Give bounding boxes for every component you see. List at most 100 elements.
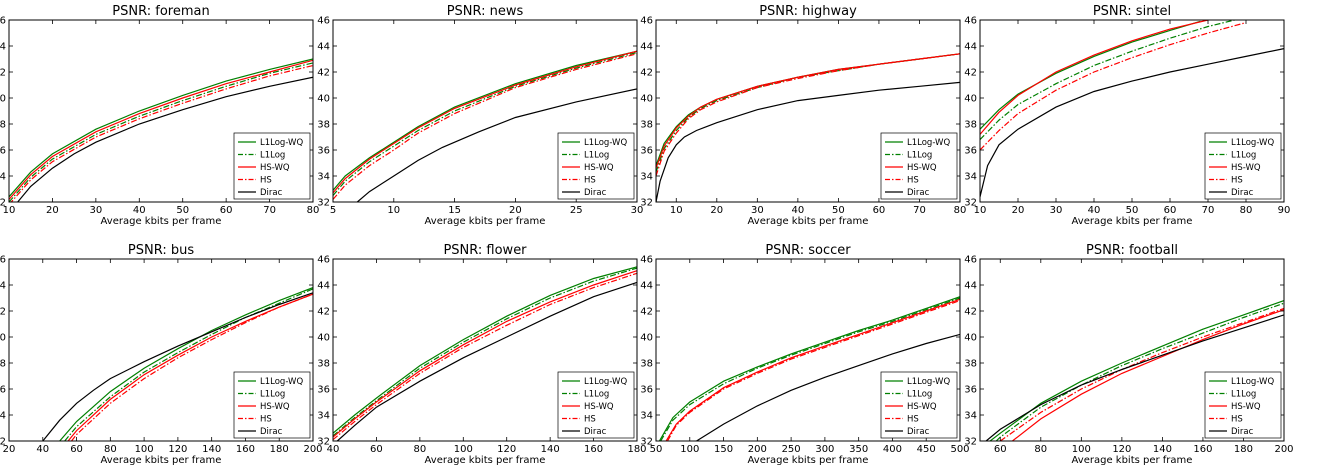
legend-label: L1Log-WQ: [1231, 377, 1274, 387]
x-tick-label: 20: [3, 444, 16, 455]
chart-panel: PSNR: foreman 10 20 30 40 50 60 70 80 32 34 36 38 40 4…: [0, 4, 319, 227]
y-tick-label: 40: [640, 333, 653, 344]
legend-label: L1Log: [1231, 390, 1256, 400]
legend: L1Log-WQ L1Log HS-WQ HS Dirac: [880, 371, 958, 439]
y-tick-label: 40: [964, 94, 977, 105]
series-line-dirac: [980, 48, 1284, 197]
x-tick-label: 200: [303, 444, 322, 455]
legend: L1Log-WQ L1Log HS-WQ HS Dirac: [233, 132, 311, 200]
y-tick-label: 32: [317, 437, 330, 448]
legend-label: Dirac: [584, 188, 607, 198]
y-tick-label: 40: [0, 333, 6, 344]
x-tick-label: 50: [176, 205, 189, 216]
y-tick-label: 34: [964, 411, 977, 422]
legend-label: HS-WQ: [907, 402, 937, 412]
legend-label: HS: [260, 415, 272, 425]
chart-title: PSNR: bus: [128, 243, 194, 258]
series-line-l1log-wq: [333, 266, 637, 434]
y-tick-label: 36: [640, 385, 653, 396]
y-tick-label: 40: [964, 333, 977, 344]
plot-frame: [8, 258, 314, 442]
chart-title: PSNR: football: [1086, 243, 1178, 258]
y-tick-label: 38: [317, 120, 330, 131]
x-axis-label: Average kbits per frame: [1072, 455, 1193, 466]
x-tick-label: 80: [413, 444, 426, 455]
x-tick-label: 60: [220, 205, 233, 216]
series-line-l1log: [9, 62, 313, 202]
x-axis-label: Average kbits per frame: [425, 216, 546, 227]
x-axis-label: Average kbits per frame: [1072, 216, 1193, 227]
x-axis-label: Average kbits per frame: [101, 455, 222, 466]
series-group: [9, 58, 313, 202]
x-tick-label: 80: [1034, 444, 1047, 455]
x-tick-label: 10: [670, 205, 683, 216]
x-tick-label: 40: [36, 444, 49, 455]
y-tick-label: 44: [317, 42, 330, 53]
y-tick-label: 44: [640, 281, 653, 292]
legend-label: L1Log: [260, 390, 285, 400]
x-tick-label: 350: [849, 444, 868, 455]
y-tick-label: 36: [317, 385, 330, 396]
legend-box: [1204, 132, 1282, 200]
x-tick-label: 120: [1112, 444, 1131, 455]
x-tick-label: 60: [1164, 205, 1177, 216]
chart-panel: PSNR: soccer 50 100 150 200 250 300 350 400 450 50…: [640, 243, 969, 466]
series-line-l1log-wq: [989, 300, 1284, 441]
legend-label: HS: [584, 415, 596, 425]
y-tick-label: 36: [640, 146, 653, 157]
legend-label: HS: [260, 176, 272, 186]
x-tick-label: 140: [202, 444, 221, 455]
x-tick-label: 10: [3, 205, 16, 216]
y-tick-label: 44: [317, 281, 330, 292]
legend: L1Log-WQ L1Log HS-WQ HS Dirac: [1204, 371, 1282, 439]
series-line-hs-wq: [1012, 309, 1284, 441]
x-tick-label: 60: [994, 444, 1007, 455]
x-tick-label: 30: [631, 205, 644, 216]
y-tick-label: 46: [317, 255, 330, 266]
x-tick-label: 500: [950, 444, 969, 455]
y-tick-label: 40: [0, 94, 6, 105]
y-tick-label: 46: [964, 16, 977, 27]
legend-box: [233, 132, 311, 200]
x-tick-label: 15: [448, 205, 461, 216]
y-tick-label: 38: [964, 359, 977, 370]
x-tick-label: 70: [1202, 205, 1215, 216]
y-tick-label: 42: [640, 68, 653, 79]
chart-panel: PSNR: sintel 10 20 30 40 50 60 70 80 90 32 34 36 38 40…: [964, 4, 1290, 227]
y-tick-label: 34: [0, 411, 6, 422]
series-line-hs: [10, 64, 313, 202]
x-tick-label: 300: [815, 444, 834, 455]
series-line-l1log: [333, 51, 637, 196]
legend-label: L1Log-WQ: [260, 138, 303, 148]
x-tick-label: 50: [1126, 205, 1139, 216]
x-tick-label: 100: [680, 444, 699, 455]
y-tick-label: 32: [964, 198, 977, 209]
chart-panel: PSNR: bus 20 40 60 80 100 120 140 160 180 200 32 34 3…: [0, 243, 323, 466]
y-tick-label: 44: [964, 42, 977, 53]
y-tick-label: 42: [640, 307, 653, 318]
y-tick-label: 44: [964, 281, 977, 292]
y-tick-label: 32: [640, 437, 653, 448]
x-tick-label: 60: [70, 444, 83, 455]
legend-label: HS: [1231, 415, 1243, 425]
x-tick-label: 60: [873, 205, 886, 216]
legend-label: HS: [907, 176, 919, 186]
legend-label: HS: [584, 176, 596, 186]
x-tick-label: 50: [650, 444, 663, 455]
y-tick-label: 44: [640, 42, 653, 53]
series-line-hs-wq: [333, 50, 637, 194]
legend-label: Dirac: [260, 188, 283, 198]
legend-box: [557, 132, 635, 200]
y-tick-label: 32: [0, 198, 6, 209]
series-line-dirac: [696, 333, 960, 441]
legend-label: Dirac: [907, 427, 930, 437]
y-tick-label: 46: [0, 16, 6, 27]
series-group: [42, 287, 313, 441]
x-tick-label: 100: [454, 444, 473, 455]
x-tick-label: 10: [974, 205, 987, 216]
x-axis-label: Average kbits per frame: [101, 216, 222, 227]
x-tick-label: 20: [1012, 205, 1025, 216]
y-tick-label: 34: [0, 172, 6, 183]
series-line-hs-wq: [9, 59, 313, 200]
series-line-l1log: [333, 267, 637, 437]
